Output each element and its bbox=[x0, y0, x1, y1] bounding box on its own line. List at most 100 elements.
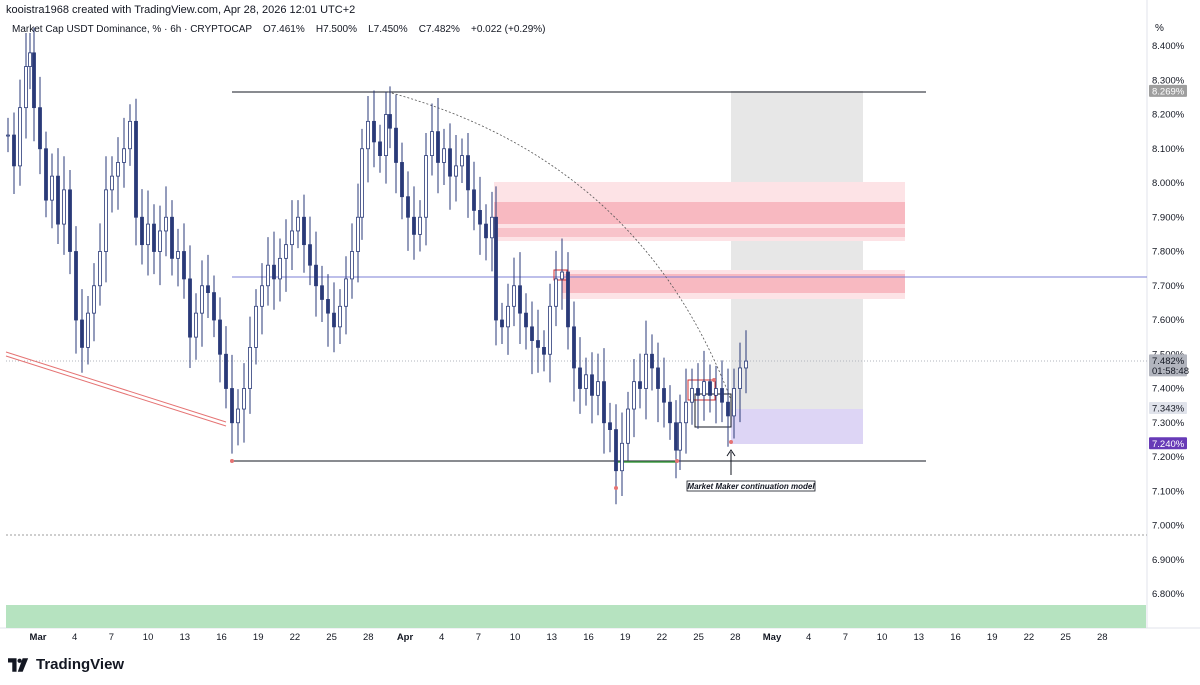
time-tick-label: 4 bbox=[439, 632, 444, 643]
candle-body bbox=[158, 230, 162, 252]
candle-body bbox=[472, 189, 476, 211]
swing-low-marker-4[interactable] bbox=[729, 440, 733, 444]
time-tick-label: 16 bbox=[216, 632, 227, 643]
candle-body bbox=[578, 367, 582, 389]
candle-body bbox=[506, 305, 510, 328]
candle-body bbox=[50, 175, 54, 201]
chart-credit: kooistra1968 created with TradingView.co… bbox=[6, 4, 356, 16]
time-tick-label: 19 bbox=[987, 632, 998, 643]
candle-body bbox=[24, 66, 28, 109]
swing-high-marker[interactable] bbox=[712, 378, 716, 382]
time-tick-label: 28 bbox=[363, 632, 374, 643]
candle-body bbox=[366, 120, 370, 150]
candle-body bbox=[518, 285, 522, 314]
candle-body bbox=[152, 223, 156, 252]
time-axis[interactable]: Mar 4 7 10 13 16 19 22 25 28 Apr 4 7 10 13 16 19 22 25 28 Ma… bbox=[30, 632, 1108, 643]
time-tick-label: 28 bbox=[730, 632, 741, 643]
time-tick-label: Apr bbox=[397, 632, 414, 643]
trendline-red-2[interactable] bbox=[5, 355, 227, 427]
price-tick-label: 8.400% bbox=[1152, 41, 1185, 52]
candle-body bbox=[128, 120, 132, 150]
candle-body bbox=[98, 251, 102, 287]
time-tick-label: 13 bbox=[547, 632, 558, 643]
price-tick-label: 7.400% bbox=[1152, 384, 1185, 395]
candle-body bbox=[290, 230, 294, 246]
price-tag: 8.269% bbox=[1149, 84, 1187, 97]
candle-body bbox=[684, 401, 688, 424]
candle-body bbox=[442, 148, 446, 163]
candle-body bbox=[542, 346, 546, 355]
brand-name: TradingView bbox=[36, 656, 125, 673]
time-tick-label: 10 bbox=[510, 632, 521, 643]
candle-body bbox=[188, 278, 192, 338]
time-tick-label: 25 bbox=[1060, 632, 1071, 643]
arc-projection[interactable] bbox=[387, 91, 732, 401]
candle-body bbox=[572, 326, 576, 369]
demand-zone[interactable] bbox=[6, 605, 1146, 628]
candle-body bbox=[530, 326, 534, 341]
price-tag-bg bbox=[1149, 437, 1187, 450]
price-tag-label: 7.343% bbox=[1152, 404, 1185, 415]
time-tick-label: May bbox=[763, 632, 782, 643]
candle-body bbox=[266, 264, 270, 287]
time-tick-label: 19 bbox=[253, 632, 264, 643]
stop-zone[interactable] bbox=[731, 409, 863, 444]
price-tick-label: 8.200% bbox=[1152, 110, 1185, 121]
price-tag-bg bbox=[1149, 84, 1187, 97]
price-chart[interactable]: Market Maker continuation model 8.400%8.… bbox=[0, 0, 1200, 650]
swing-low-marker-1[interactable] bbox=[230, 459, 234, 463]
candle-body bbox=[86, 312, 90, 348]
candle-body bbox=[104, 189, 108, 252]
candle-body bbox=[384, 114, 388, 156]
candle-body bbox=[56, 175, 60, 225]
price-axis[interactable]: 8.400% 8.300% 8.200% 8.100% 8.000% 7.900% 7.80… bbox=[1152, 41, 1185, 600]
time-tick-label: 10 bbox=[877, 632, 888, 643]
swing-low-marker-3[interactable] bbox=[675, 459, 679, 463]
candle-body bbox=[122, 148, 126, 163]
target-zone[interactable] bbox=[731, 91, 863, 409]
ohlc-change: +0.022 (+0.29%) bbox=[471, 24, 546, 35]
candle-body bbox=[608, 422, 612, 430]
candle-body bbox=[182, 251, 186, 280]
candle-body bbox=[248, 346, 252, 389]
tradingview-logo-icon bbox=[8, 657, 29, 672]
axis-unit-label: % bbox=[1155, 23, 1164, 34]
arrow-head-icon bbox=[726, 449, 736, 457]
candle-body bbox=[356, 216, 360, 252]
candle-body bbox=[350, 251, 354, 280]
candle-body bbox=[638, 381, 642, 389]
tradingview-logo[interactable]: TradingView bbox=[8, 656, 124, 673]
swing-low-marker-2[interactable] bbox=[614, 486, 618, 490]
price-tick-label: 7.000% bbox=[1152, 521, 1185, 532]
annotation-box[interactable] bbox=[686, 480, 816, 492]
candle-body bbox=[218, 319, 222, 355]
candle-body bbox=[702, 381, 706, 396]
candle-body bbox=[554, 278, 558, 307]
ohlc-close: C7.482% bbox=[418, 24, 460, 35]
time-tick-label: 7 bbox=[476, 632, 481, 643]
mm-box-black[interactable] bbox=[694, 393, 732, 428]
trendline-red-1[interactable] bbox=[5, 351, 227, 423]
candle-body bbox=[284, 244, 288, 259]
price-tick-label: 8.000% bbox=[1152, 178, 1185, 189]
symbol-name[interactable]: Market Cap USDT Dominance, % · 6h · CRYP… bbox=[12, 24, 252, 35]
time-tick-label: 7 bbox=[843, 632, 848, 643]
candle-body bbox=[44, 148, 48, 201]
time-tick-label: 4 bbox=[72, 632, 77, 643]
candle-body bbox=[590, 374, 594, 396]
ohlc-low: L7.450% bbox=[368, 24, 408, 35]
price-tag-bg bbox=[1149, 354, 1187, 377]
candle-body bbox=[12, 134, 16, 167]
candle-body bbox=[424, 155, 428, 218]
candle-body bbox=[512, 285, 516, 307]
candle-body bbox=[194, 312, 198, 338]
candle-body bbox=[430, 131, 434, 157]
price-tag-label: 8.269% bbox=[1152, 86, 1185, 97]
candlestick-series[interactable] bbox=[6, 27, 748, 505]
price-tick-label: 7.100% bbox=[1152, 486, 1185, 497]
candle-body bbox=[6, 134, 10, 137]
price-tick-label: 7.800% bbox=[1152, 247, 1185, 258]
candle-body bbox=[466, 155, 470, 191]
candle-body bbox=[32, 52, 36, 109]
price-tick-label: 8.300% bbox=[1152, 75, 1185, 86]
